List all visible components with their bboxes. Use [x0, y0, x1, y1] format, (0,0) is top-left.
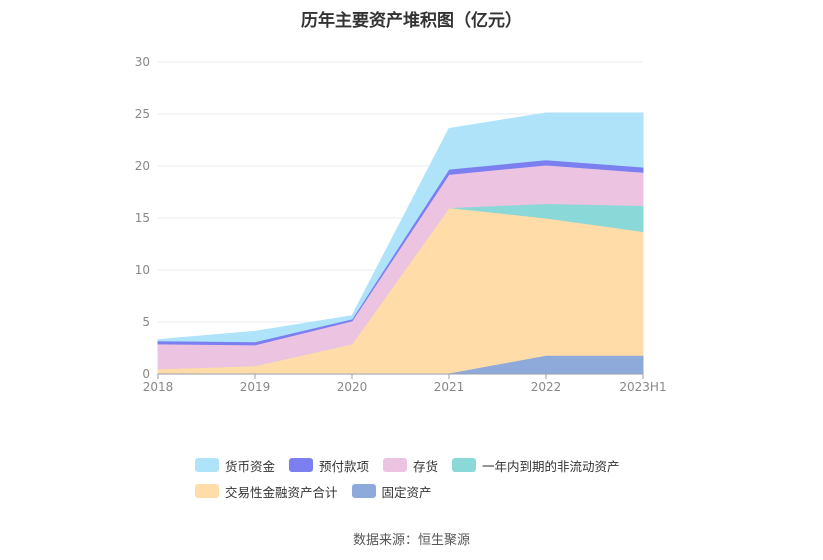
legend-row-1: 货币资金 预付款项 存货 一年内到期的非流动资产: [195, 452, 675, 478]
legend-swatch: [195, 458, 219, 472]
data-source: 数据来源：恒生聚源: [352, 533, 470, 548]
x-tick-label: 2018: [143, 380, 174, 394]
y-tick-label: 30: [135, 55, 150, 69]
legend-item-fixed-assets[interactable]: 固定资产: [351, 482, 432, 501]
chart-title: 历年主要资产堆积图（亿元）: [301, 11, 522, 31]
x-tick-label: 2021: [434, 380, 465, 394]
legend-item-prepayments[interactable]: 预付款项: [289, 456, 369, 475]
legend-item-trading-assets[interactable]: 交易性金融资产合计: [195, 482, 338, 501]
legend-row-2: 交易性金融资产合计 固定资产: [195, 478, 675, 504]
legend-swatch: [289, 458, 314, 472]
y-tick-label: 15: [135, 211, 150, 225]
y-tick-label: 5: [142, 315, 150, 329]
y-tick-label: 25: [135, 107, 150, 121]
legend-label: 固定资产: [381, 484, 432, 500]
area-series: [157, 112, 644, 343]
y-tick-label: 0: [142, 367, 150, 381]
legend-label: 货币资金: [225, 458, 276, 474]
legend-swatch: [383, 458, 408, 472]
legend-swatch: [452, 458, 477, 472]
legend-item-current-noncurrent[interactable]: 一年内到期的非流动资产: [452, 456, 620, 475]
legend-label: 交易性金融资产合计: [225, 484, 338, 500]
legend-item-inventory[interactable]: 存货: [383, 456, 438, 475]
legend-label: 一年内到期的非流动资产: [482, 458, 620, 474]
stacked-area-chart: 0 5 10 15 20 25 30 2018 2019 2020 2021 2022 2023H1: [135, 55, 667, 394]
legend-label: 预付款项: [319, 458, 370, 474]
chart-legend: 货币资金 预付款项 存货 一年内到期的非流动资产 交易性金融资产合计 固定资产: [195, 452, 675, 504]
x-tick-label: 2020: [337, 380, 368, 394]
legend-swatch: [351, 484, 376, 498]
legend-label: 存货: [413, 458, 439, 474]
legend-swatch: [195, 484, 219, 498]
legend-item-cash[interactable]: 货币资金: [195, 456, 275, 475]
x-tick-label: 2023H1: [619, 380, 666, 394]
y-tick-label: 10: [135, 263, 150, 277]
y-tick-label: 20: [135, 159, 150, 173]
x-tick-label: 2019: [240, 380, 271, 394]
x-tick-label: 2022: [531, 380, 562, 394]
